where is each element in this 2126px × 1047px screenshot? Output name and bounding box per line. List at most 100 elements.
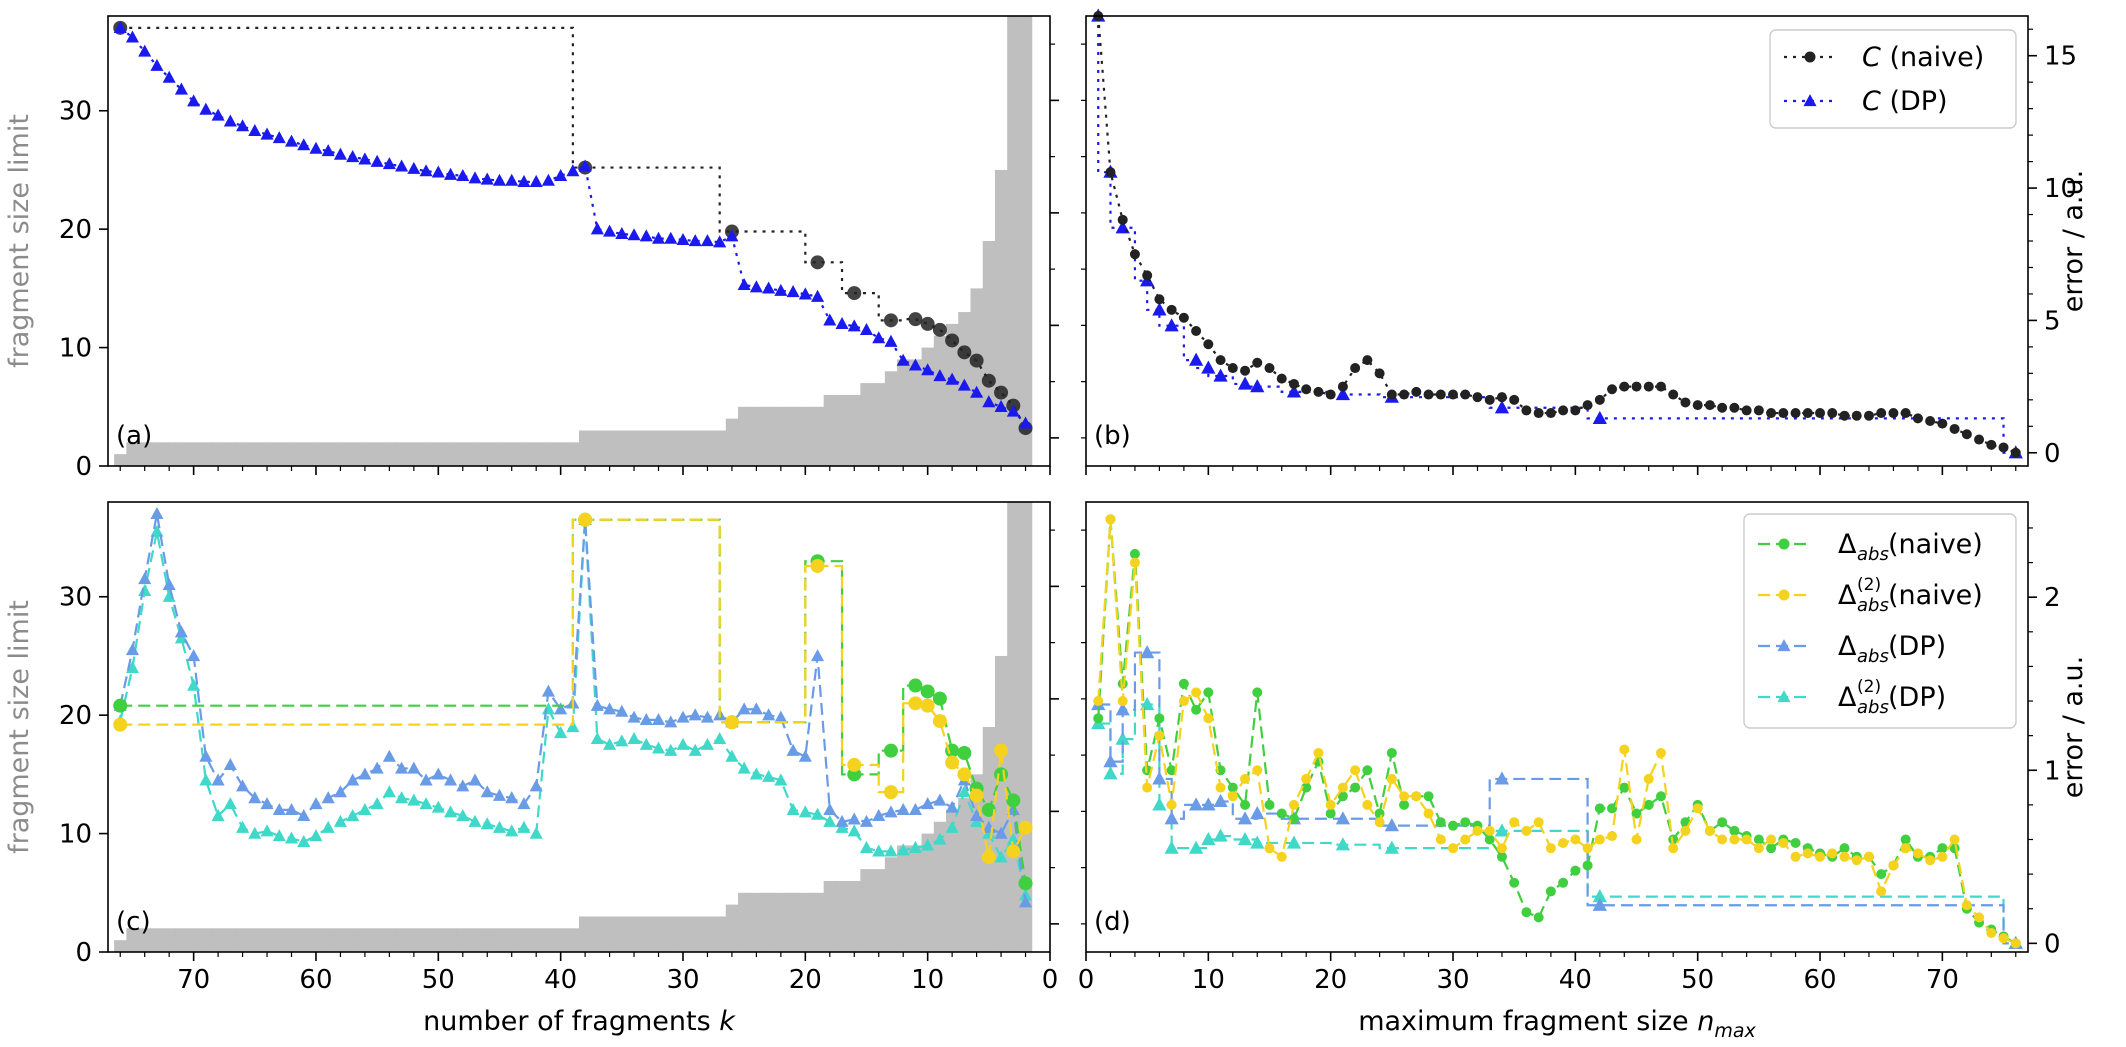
x-tick-label: 40	[544, 965, 577, 995]
histogram-bar	[860, 869, 874, 952]
histogram-bar	[114, 940, 127, 952]
histogram-bar	[248, 442, 262, 466]
data-point	[1472, 825, 1483, 836]
legend-marker	[1803, 94, 1817, 107]
data-point	[260, 797, 274, 810]
legend-label-text: (naive)	[1888, 580, 1983, 611]
data-point	[1213, 368, 1228, 382]
series-deltaabs2-dp	[1091, 697, 2023, 949]
histogram-bar	[432, 928, 446, 952]
data-point	[1582, 860, 1593, 871]
histogram-bar	[664, 916, 678, 952]
data-point	[1154, 294, 1165, 305]
data-point	[284, 803, 299, 816]
data-point	[1337, 381, 1348, 392]
data-point	[456, 779, 470, 792]
data-point	[1448, 843, 1459, 854]
data-point	[859, 322, 874, 335]
data-point	[1717, 402, 1728, 413]
histogram-bar	[725, 904, 739, 952]
data-point	[529, 779, 543, 792]
data-point	[419, 164, 433, 177]
data-point	[1582, 400, 1593, 411]
series-line	[1097, 519, 2017, 945]
histogram-bar	[419, 442, 433, 466]
data-point	[113, 698, 128, 713]
data-point	[969, 788, 984, 803]
data-point	[1986, 927, 1997, 938]
data-point	[1496, 851, 1507, 862]
data-point	[1335, 387, 1351, 401]
histogram-bar	[823, 394, 837, 466]
data-point	[945, 800, 959, 813]
data-point	[1631, 808, 1642, 819]
data-point	[1876, 869, 1887, 880]
histogram-bar	[774, 406, 788, 466]
data-point	[957, 378, 971, 391]
data-point	[370, 797, 384, 810]
series-line	[119, 26, 1027, 425]
data-point	[1264, 843, 1275, 854]
data-point	[688, 708, 702, 721]
data-point	[1900, 834, 1911, 845]
data-point	[1766, 834, 1777, 845]
data-point	[884, 334, 898, 347]
data-point	[1592, 897, 1607, 911]
data-point	[236, 119, 250, 132]
histogram-bar	[1007, 502, 1021, 952]
data-point	[529, 174, 543, 187]
data-point	[1362, 799, 1373, 810]
data-point	[419, 773, 433, 786]
histogram-bar	[407, 442, 421, 466]
data-point	[639, 229, 653, 242]
panel-label: (b)	[1094, 421, 1131, 451]
legend-label-text: (naive)	[1888, 529, 1983, 560]
data-point	[981, 373, 996, 388]
data-point	[444, 167, 458, 180]
data-point	[199, 102, 213, 115]
data-point	[908, 678, 923, 693]
data-point	[749, 767, 763, 780]
data-point	[883, 785, 898, 800]
data-point	[321, 791, 335, 804]
x-tick-label: 70	[177, 965, 210, 995]
data-point	[713, 731, 727, 744]
data-point	[908, 696, 923, 711]
histogram-bar	[505, 442, 519, 466]
data-point	[1912, 413, 1923, 424]
data-point	[1164, 840, 1179, 854]
y-tick-label: 5	[2044, 306, 2061, 336]
data-point	[1494, 771, 1510, 785]
data-point	[932, 714, 947, 729]
data-point	[1142, 270, 1153, 281]
histogram-bar	[554, 928, 568, 952]
histogram-bar	[970, 288, 984, 466]
data-point	[1006, 844, 1021, 859]
data-point	[1384, 840, 1399, 854]
data-point	[713, 235, 727, 248]
histogram-bar	[273, 442, 286, 466]
data-point	[883, 313, 898, 328]
x-tick-label: 60	[299, 965, 332, 995]
data-point	[664, 231, 678, 244]
histogram-bar	[1019, 502, 1033, 952]
data-point	[395, 791, 409, 804]
data-point	[1201, 797, 1216, 811]
data-point	[382, 785, 396, 798]
legend-label-sup: (2)	[1857, 575, 1881, 595]
data-point	[1411, 386, 1422, 397]
y-tick-label: 0	[2044, 929, 2061, 959]
data-point	[333, 814, 347, 827]
y-axis-right-ticks	[1050, 43, 1059, 439]
series-line	[1098, 703, 2016, 945]
data-point	[1264, 799, 1275, 810]
data-point	[1729, 402, 1740, 413]
histogram-bar	[456, 442, 470, 466]
data-point	[1152, 771, 1167, 785]
series-line	[120, 26, 1027, 429]
data-point	[444, 773, 458, 786]
histogram-bar	[750, 892, 764, 952]
data-point	[223, 758, 237, 771]
histogram-bar	[884, 371, 898, 466]
plot-frame	[1085, 501, 2029, 953]
